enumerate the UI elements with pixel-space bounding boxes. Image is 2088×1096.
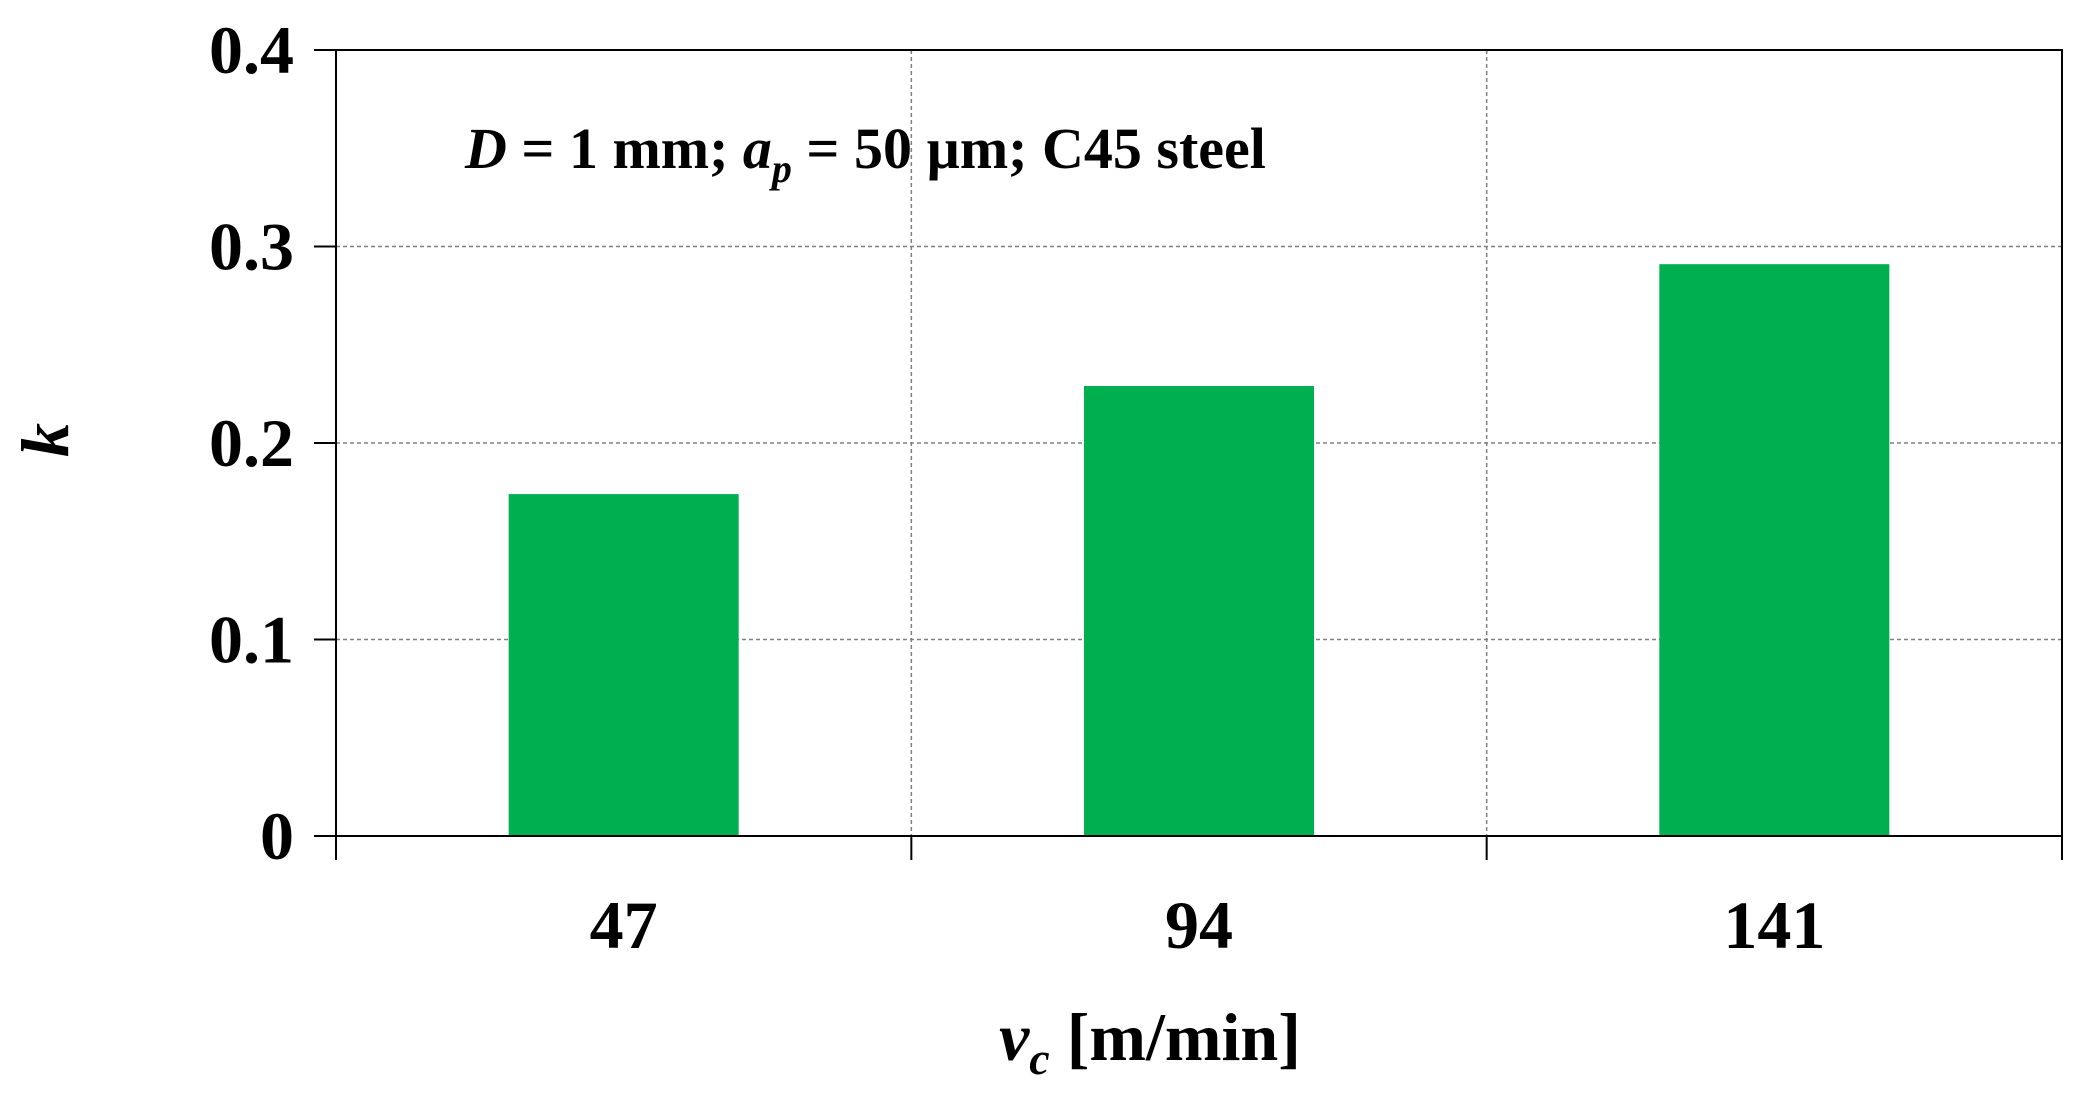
annotation-text: D = 1 mm; ap = 50 µm; C45 steel [464, 116, 1266, 191]
y-axis-title: k [7, 423, 83, 457]
x-tick-labels: 47 94 141 [590, 887, 1826, 963]
annotation-rest-text: = 50 µm; C45 steel [792, 116, 1266, 181]
y-tick-label: 0.4 [209, 12, 294, 88]
x-axis-unit: [m/min] [1050, 999, 1301, 1075]
y-tick-label: 0.3 [209, 209, 294, 285]
annotation-d-text: = 1 mm; [507, 116, 743, 181]
x-axis-title: vc [m/min] [999, 999, 1301, 1084]
bar [508, 494, 739, 836]
y-tick-label: 0.1 [209, 602, 294, 678]
y-tick-labels: 0 0.1 0.2 0.3 0.4 [209, 12, 294, 874]
ticks-layer [314, 49, 2063, 860]
annotation-ap-symbol: a [743, 116, 772, 181]
x-tick-label: 141 [1723, 887, 1825, 963]
annotation-ap-subscript: p [769, 146, 792, 191]
x-axis-subscript: c [1029, 1033, 1049, 1084]
bar [1084, 386, 1314, 836]
y-tick-label: 0 [260, 798, 294, 874]
bar [1659, 264, 1890, 836]
annotation-d-symbol: D [464, 116, 507, 181]
x-tick-label: 47 [590, 887, 658, 963]
x-tick-label: 94 [1165, 887, 1233, 963]
bars-layer [508, 264, 1890, 836]
y-tick-label: 0.2 [209, 405, 294, 481]
x-axis-symbol: v [999, 999, 1030, 1075]
